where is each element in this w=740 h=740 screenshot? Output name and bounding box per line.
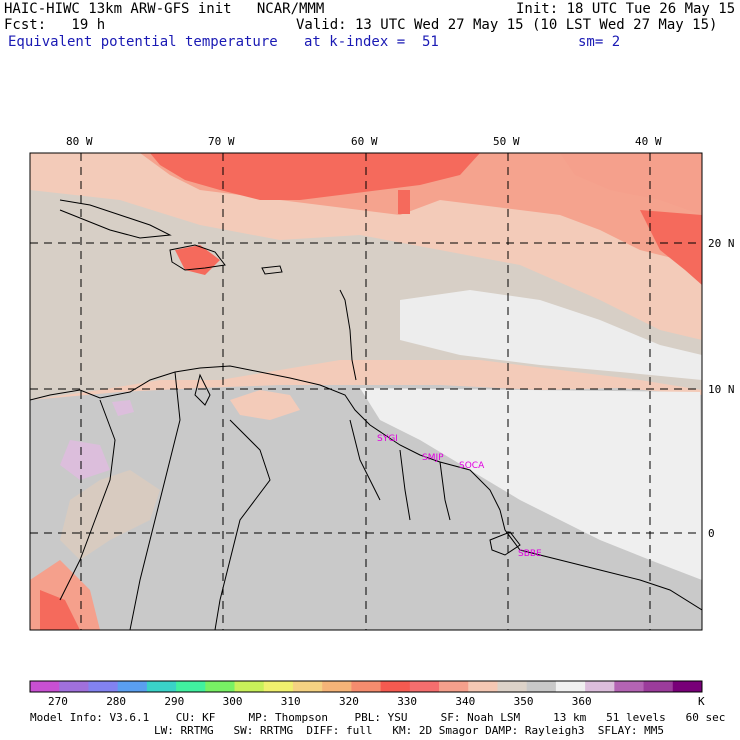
colorbar-tick-label: 300 <box>223 695 243 708</box>
model-info-line2: LW: RRTMG SW: RRTMG DIFF: full KM: 2D Sm… <box>154 724 664 737</box>
forecast-hour: Fcst: 19 h <box>4 17 106 33</box>
colorbar-swatch <box>30 681 60 692</box>
colorbar-swatch <box>234 681 265 692</box>
coastlines <box>30 199 702 630</box>
colorbar-swatch <box>322 681 352 692</box>
colorbar-tick-label: 310 <box>281 695 301 708</box>
colorbar-frame <box>29 680 703 693</box>
lon-label-60w: 60 W <box>351 135 378 148</box>
lat-label-20n: 20 N <box>708 237 735 250</box>
lat-label-0: 0 <box>708 527 715 540</box>
lon-label-80w: 80 W <box>66 135 93 148</box>
valid-time: Valid: 13 UTC Wed 27 May 15 (10 LST Wed … <box>296 17 718 33</box>
colorbar-swatch <box>409 681 440 692</box>
colorbar-swatch <box>146 681 177 692</box>
colorbar-labels: 270 280 290 300 310 320 330 340 350 360 K <box>48 695 705 708</box>
colorbar-swatch <box>439 681 469 692</box>
colorbar-swatch <box>585 681 615 692</box>
colorbar-swatch <box>643 681 674 692</box>
colorbar-swatch <box>497 681 528 692</box>
colorbar-swatch <box>88 681 119 692</box>
colorbar-tick-label: 350 <box>514 695 534 708</box>
map-frame <box>29 152 703 631</box>
lon-label-50w: 50 W <box>493 135 520 148</box>
colorbar-tick-label: 360 <box>572 695 592 708</box>
colorbar-tick-label: 330 <box>397 695 417 708</box>
colorbar-swatch <box>526 681 557 692</box>
station-label: SYGI <box>377 434 398 444</box>
field-name: Equivalent potential temperature <box>8 34 278 50</box>
colorbar-tick-label: 320 <box>339 695 359 708</box>
station-label: SOCA <box>459 461 485 471</box>
colorbar-tick-label: 270 <box>48 695 68 708</box>
colorbar-swatch <box>380 681 411 692</box>
colorbar <box>29 680 703 693</box>
station-label: SBBE <box>518 549 542 559</box>
station-label: SMJP <box>422 453 444 463</box>
colorbar-swatch <box>59 681 89 692</box>
colorbar-tick-label: 280 <box>106 695 126 708</box>
init-time: Init: 18 UTC Tue 26 May 15 <box>516 1 736 17</box>
model-title: HAIC-HIWC 13km ARW-GFS init NCAR/MMM <box>4 1 325 17</box>
lat-label-10n: 10 N <box>708 383 735 396</box>
colorbar-swatch <box>292 681 323 692</box>
colorbar-swatch <box>351 681 382 692</box>
level-info: at k-index = 51 <box>304 34 439 50</box>
graticule <box>30 153 702 630</box>
colorbar-swatch <box>468 681 498 692</box>
lon-label-70w: 70 W <box>208 135 235 148</box>
colorbar-swatch <box>263 681 294 692</box>
colorbar-swatch <box>672 681 703 692</box>
colorbar-swatch <box>614 681 645 692</box>
colorbar-tick-label: 340 <box>455 695 475 708</box>
model-info-line1: Model Info: V3.6.1 CU: KF MP: Thompson P… <box>30 711 726 724</box>
lon-label-40w: 40 W <box>635 135 662 148</box>
colorbar-swatch <box>205 681 236 692</box>
colorbar-swatch <box>117 681 148 692</box>
colorbar-tick-label: 290 <box>164 695 184 708</box>
colorbar-swatch <box>176 681 206 692</box>
colorbar-swatch <box>555 681 586 692</box>
smoothing-info: sm= 2 <box>578 34 621 50</box>
colorbar-unit-label: K <box>698 695 705 708</box>
